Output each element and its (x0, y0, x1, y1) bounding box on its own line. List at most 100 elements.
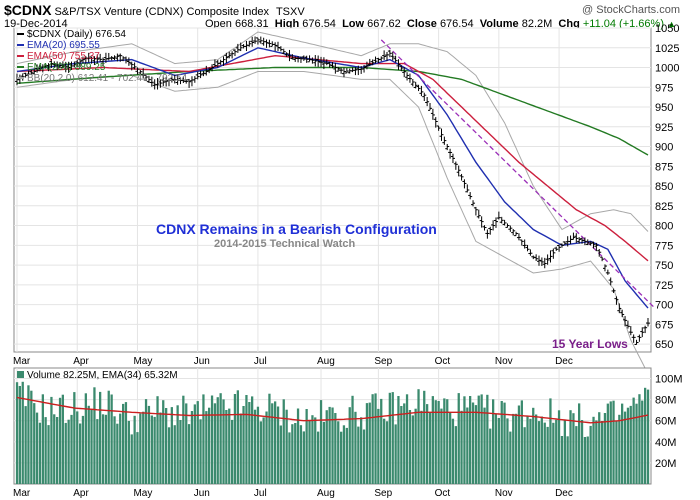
volume-bar (580, 420, 584, 484)
volume-bar (139, 413, 142, 484)
price-tick-label: 800 (655, 221, 673, 233)
price-month-label: Sep (374, 356, 392, 367)
volume-bar (87, 405, 90, 484)
volume-bar (351, 395, 354, 484)
volume-bar (609, 401, 612, 484)
volume-bar (294, 423, 297, 484)
volume-bar (503, 402, 506, 484)
volume-month-label: Jun (194, 488, 210, 499)
volume-bar (33, 403, 36, 484)
volume-bar (24, 406, 27, 484)
volume-tick-label: 100M (655, 374, 683, 386)
volume-bar (474, 405, 478, 484)
price-month-label: Oct (435, 356, 451, 367)
volume-bar (67, 419, 70, 484)
price-tick-label: 825 (655, 201, 673, 213)
volume-bar (325, 410, 328, 484)
volume-tick-label: 20M (655, 458, 676, 470)
volume-bar (319, 400, 323, 484)
price-month-label: Mar (13, 356, 31, 367)
volume-bars (15, 381, 650, 484)
volume-bar (555, 419, 558, 484)
volume-bar (119, 413, 122, 484)
volume-bar (210, 395, 214, 484)
volume-bar (208, 407, 211, 484)
volume-bar (268, 393, 271, 484)
volume-bar (377, 408, 380, 484)
volume-bar (557, 410, 561, 484)
volume-bar (365, 403, 369, 484)
volume-bar (144, 399, 148, 484)
price-tick-label: 1025 (655, 43, 679, 55)
volume-bar (632, 397, 635, 484)
volume-bar (317, 431, 320, 484)
volume-bar (466, 407, 469, 484)
volume-month-label: Aug (317, 488, 335, 499)
volume-bar (638, 394, 641, 484)
volume-bar (176, 405, 179, 484)
volume-bar (483, 407, 486, 484)
volume-bar (451, 418, 455, 484)
volume-bar (360, 417, 363, 484)
legend-label-bb: BB(20,2.0) 612.41 - 702.47 - 792.54 (27, 73, 188, 84)
volume-bar (397, 396, 400, 484)
volume-bar (262, 417, 265, 484)
chg-value: +11.04 (+1.66%) (582, 18, 664, 30)
volume-bar (560, 436, 564, 484)
volume-bar (569, 410, 572, 484)
volume-bar (202, 394, 205, 484)
volume-bar (345, 427, 348, 484)
volume-month-label: May (133, 488, 152, 499)
volume-bar (76, 411, 79, 484)
volume-bar (572, 413, 575, 484)
volume-bar (526, 416, 529, 484)
open-value: 668.31 (234, 18, 269, 30)
volume-bar (116, 423, 119, 484)
close-label: Close (406, 18, 437, 30)
volume-bar (90, 408, 93, 484)
volume-bar (179, 420, 182, 484)
price-tick-label: 900 (655, 142, 673, 154)
volume-bar (589, 425, 592, 484)
high-label: High (274, 18, 300, 30)
volume-bar (417, 389, 420, 484)
volume-bar (107, 390, 110, 484)
price-tick-label: 925 (655, 122, 673, 134)
legend-label-volume: Volume 82.25M, EMA(34) 65.32M (27, 370, 178, 381)
volume-bar (578, 403, 581, 484)
volume-bar (291, 424, 294, 484)
volume-bar (492, 399, 495, 484)
volume-bar (167, 427, 171, 484)
volume-bar (79, 423, 82, 484)
volume-bar (101, 414, 105, 484)
legend-label-ema50: EMA(50) 755.37 (27, 51, 100, 62)
volume-bar (27, 385, 30, 484)
volume-bar (205, 411, 208, 484)
volume-bar (457, 393, 460, 484)
volume-bar (225, 410, 228, 484)
chart-symbol: $CDNX S&P/TSX Venture (CDNX) Composite In… (4, 2, 305, 18)
volume-tick-label: 80M (655, 395, 676, 407)
volume-bar (187, 424, 191, 484)
volume-bar (196, 401, 199, 484)
volume-bar (383, 418, 386, 484)
volume-bar (380, 398, 383, 484)
volume-bar (231, 419, 234, 484)
price-tick-label: 750 (655, 260, 673, 272)
volume-bar (165, 408, 168, 484)
price-tick-label: 1000 (655, 63, 679, 75)
volume-bar (454, 426, 457, 484)
volume-bar (288, 432, 291, 484)
volume-bar (130, 434, 133, 484)
volume-bar (41, 394, 44, 484)
volume-bar (150, 415, 153, 484)
volume-bar (299, 425, 303, 484)
volume-bar (403, 403, 406, 484)
volume-bar (463, 396, 466, 484)
volume-bar (122, 403, 125, 484)
price-tick-label: 675 (655, 319, 673, 331)
volume-bar (391, 392, 394, 484)
volume-bar (265, 411, 268, 484)
price-month-label: Apr (73, 356, 89, 367)
volume-bar (414, 408, 417, 484)
